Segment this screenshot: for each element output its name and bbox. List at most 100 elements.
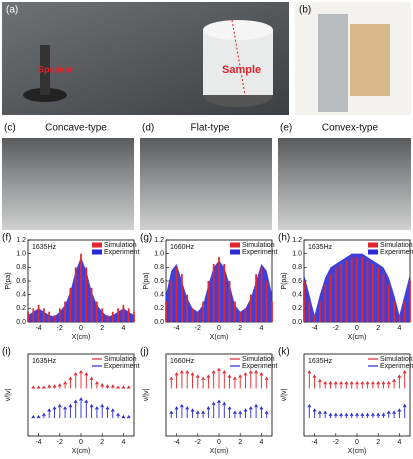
y-tick-label: 0.2 <box>16 305 26 312</box>
x-tick-label: -2 <box>57 325 63 332</box>
x-tick-label: -4 <box>173 325 179 332</box>
simulation-bar <box>170 281 173 322</box>
velocity-arrow <box>339 380 343 389</box>
simulation-bar <box>244 308 247 322</box>
x-tick-label: -2 <box>333 325 339 332</box>
velocity-arrow <box>355 380 359 389</box>
velocity-arrow <box>328 380 333 389</box>
simulation-bar <box>308 301 311 322</box>
velocity-arrow <box>89 403 94 418</box>
velocity-arrow <box>254 369 258 389</box>
simulation-bar <box>350 257 353 322</box>
velocity-arrow <box>180 369 184 389</box>
velocity-arrow <box>397 374 402 389</box>
velocity-arrow <box>217 367 221 389</box>
velocity-arrow <box>402 369 407 389</box>
x-axis-label: X(cm) <box>72 448 91 455</box>
legend-label: Simulation <box>104 242 137 249</box>
simulation-bar <box>356 257 358 322</box>
velocity-arrow <box>100 403 105 418</box>
velocity-arrow <box>243 408 248 418</box>
panel-label: (a) <box>6 5 18 16</box>
velocity-arrow <box>333 380 338 389</box>
panel-label: (j) <box>140 347 149 358</box>
velocity-arrow <box>376 412 381 418</box>
simulation-bar <box>69 287 72 322</box>
velocity-arrow <box>190 372 195 389</box>
velocity-arrow <box>318 378 322 389</box>
simulation-bar <box>398 315 401 322</box>
y-tick-label: 0.4 <box>154 292 164 299</box>
simulation-bar <box>393 301 395 322</box>
simulation-bar <box>260 267 263 322</box>
y-tick-label: 1.2 <box>16 237 26 244</box>
simulation-bar <box>228 281 231 322</box>
velocity-arrow <box>233 410 237 418</box>
y-tick-label: 0.4 <box>292 292 302 299</box>
simulation-bar <box>409 281 411 322</box>
legend-label: Experiment <box>380 249 413 256</box>
legend-swatch <box>368 249 378 255</box>
y-tick-label: 0.6 <box>16 278 26 285</box>
photo-title: Convex-type <box>322 123 379 134</box>
simulation-bar <box>207 281 210 322</box>
annotation: 1635Hz <box>308 244 333 251</box>
annotation: 1635Hz <box>32 358 57 365</box>
legend-label: Experiment <box>242 363 277 370</box>
photo-title: Concave-type <box>45 123 107 134</box>
simulation-bar <box>319 301 321 322</box>
velocity-arrow <box>323 380 328 389</box>
velocity-arrow <box>264 410 269 418</box>
simulation-bar <box>334 267 337 322</box>
velocity-arrow <box>344 412 349 418</box>
y-tick-label: 1.2 <box>154 237 164 244</box>
panel-label: (c) <box>4 123 16 134</box>
simulation-bar <box>43 308 45 322</box>
y-tick-label: 0.0 <box>154 319 164 326</box>
velocity-arrow <box>52 384 57 389</box>
velocity-arrow <box>68 403 73 418</box>
velocity-arrow <box>233 376 237 389</box>
simulation-bar <box>387 284 390 322</box>
simulation-bar <box>32 308 35 322</box>
x-tick-label: -4 <box>311 439 317 446</box>
y-tick-label: 0.8 <box>154 264 164 271</box>
y-tick-label: 0.8 <box>292 264 302 271</box>
velocity-arrow <box>227 406 232 418</box>
y-tick-label: 0.0 <box>16 319 26 326</box>
legend-label: Simulation <box>104 356 137 363</box>
simulation-bar <box>85 267 88 322</box>
velocity-arrow <box>31 385 36 389</box>
simulation-bar <box>165 301 167 322</box>
velocity-arrow <box>222 401 227 418</box>
x-axis-label: X(cm) <box>210 448 229 455</box>
simulation-bar <box>127 308 130 322</box>
x-tick-label: 0 <box>217 325 221 332</box>
y-tick-label: 0.6 <box>154 278 164 285</box>
sample-top <box>203 20 273 40</box>
simulation-bar <box>255 274 257 322</box>
velocity-arrow <box>365 412 370 418</box>
simulation-bar <box>212 263 215 322</box>
x-tick-label: -4 <box>173 439 179 446</box>
simulation-bar <box>96 301 98 322</box>
simulation-bar <box>117 308 119 322</box>
x-tick-label: -2 <box>333 439 339 446</box>
simulation-bar <box>122 304 125 322</box>
velocity-arrow <box>323 410 328 418</box>
simulation-bar <box>111 311 114 322</box>
velocity-arrow <box>105 406 110 418</box>
velocity-arrow <box>312 408 317 418</box>
velocity-arrow <box>259 406 264 418</box>
velocity-arrow <box>238 374 243 389</box>
x-axis-label: X(cm) <box>72 334 91 341</box>
photo-c <box>2 138 134 230</box>
simulation-bar <box>340 263 342 322</box>
velocity-arrow <box>222 369 227 389</box>
velocity-arrow <box>116 385 120 389</box>
velocity-arrow <box>360 412 365 418</box>
y-tick-label: 1.2 <box>292 237 302 244</box>
simulation-bar <box>271 301 273 322</box>
y-tick-label: 0.2 <box>292 305 302 312</box>
y-tick-label: 0.6 <box>292 278 302 285</box>
